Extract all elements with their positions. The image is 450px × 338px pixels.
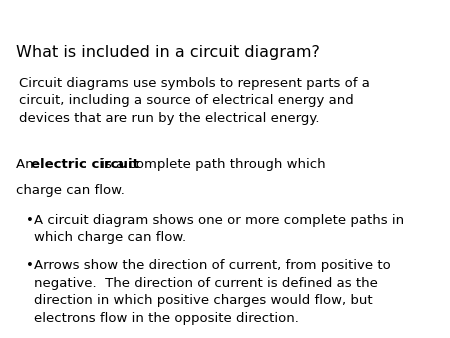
Text: •: • xyxy=(26,214,34,226)
Text: An: An xyxy=(16,158,38,171)
Text: 20.3 Electric Circuits: 20.3 Electric Circuits xyxy=(0,10,118,21)
Text: charge can flow.: charge can flow. xyxy=(16,184,125,197)
Text: A circuit diagram shows one or more complete paths in
which charge can flow.: A circuit diagram shows one or more comp… xyxy=(34,214,404,244)
Text: What is included in a circuit diagram?: What is included in a circuit diagram? xyxy=(16,45,319,59)
Text: Circuit diagrams use symbols to represent parts of a
circuit, including a source: Circuit diagrams use symbols to represen… xyxy=(19,77,370,125)
Text: •: • xyxy=(26,259,34,272)
Text: electric circuit: electric circuit xyxy=(31,158,139,171)
Text: Arrows show the direction of current, from positive to
negative.  The direction : Arrows show the direction of current, fr… xyxy=(34,259,391,325)
Text: Circuit Diagrams: Circuit Diagrams xyxy=(119,5,315,26)
Text: is a complete path through which: is a complete path through which xyxy=(97,158,326,171)
